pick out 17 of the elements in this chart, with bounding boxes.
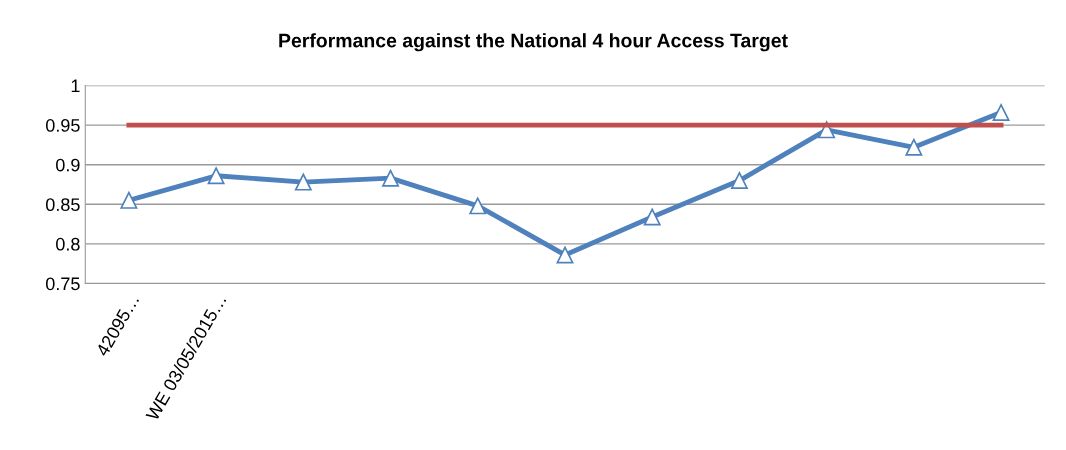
point <box>294 173 312 191</box>
point <box>120 191 138 209</box>
y-tick-label: 1 <box>71 79 80 93</box>
point <box>382 169 400 187</box>
point <box>992 103 1010 121</box>
y-tick-label: 0.75 <box>45 277 80 291</box>
y-tick-label: 0.95 <box>45 119 80 132</box>
point <box>207 167 225 185</box>
chart-title: Performance against the National 4 hour Access Target <box>279 33 788 52</box>
y-tick-label: 0.8 <box>56 237 80 251</box>
point <box>730 172 748 190</box>
point <box>643 208 661 226</box>
y-tick-label: 0.85 <box>45 198 80 212</box>
point <box>556 246 574 264</box>
point <box>905 138 923 156</box>
y-tick-label: 0.9 <box>56 158 80 172</box>
point <box>469 197 487 215</box>
